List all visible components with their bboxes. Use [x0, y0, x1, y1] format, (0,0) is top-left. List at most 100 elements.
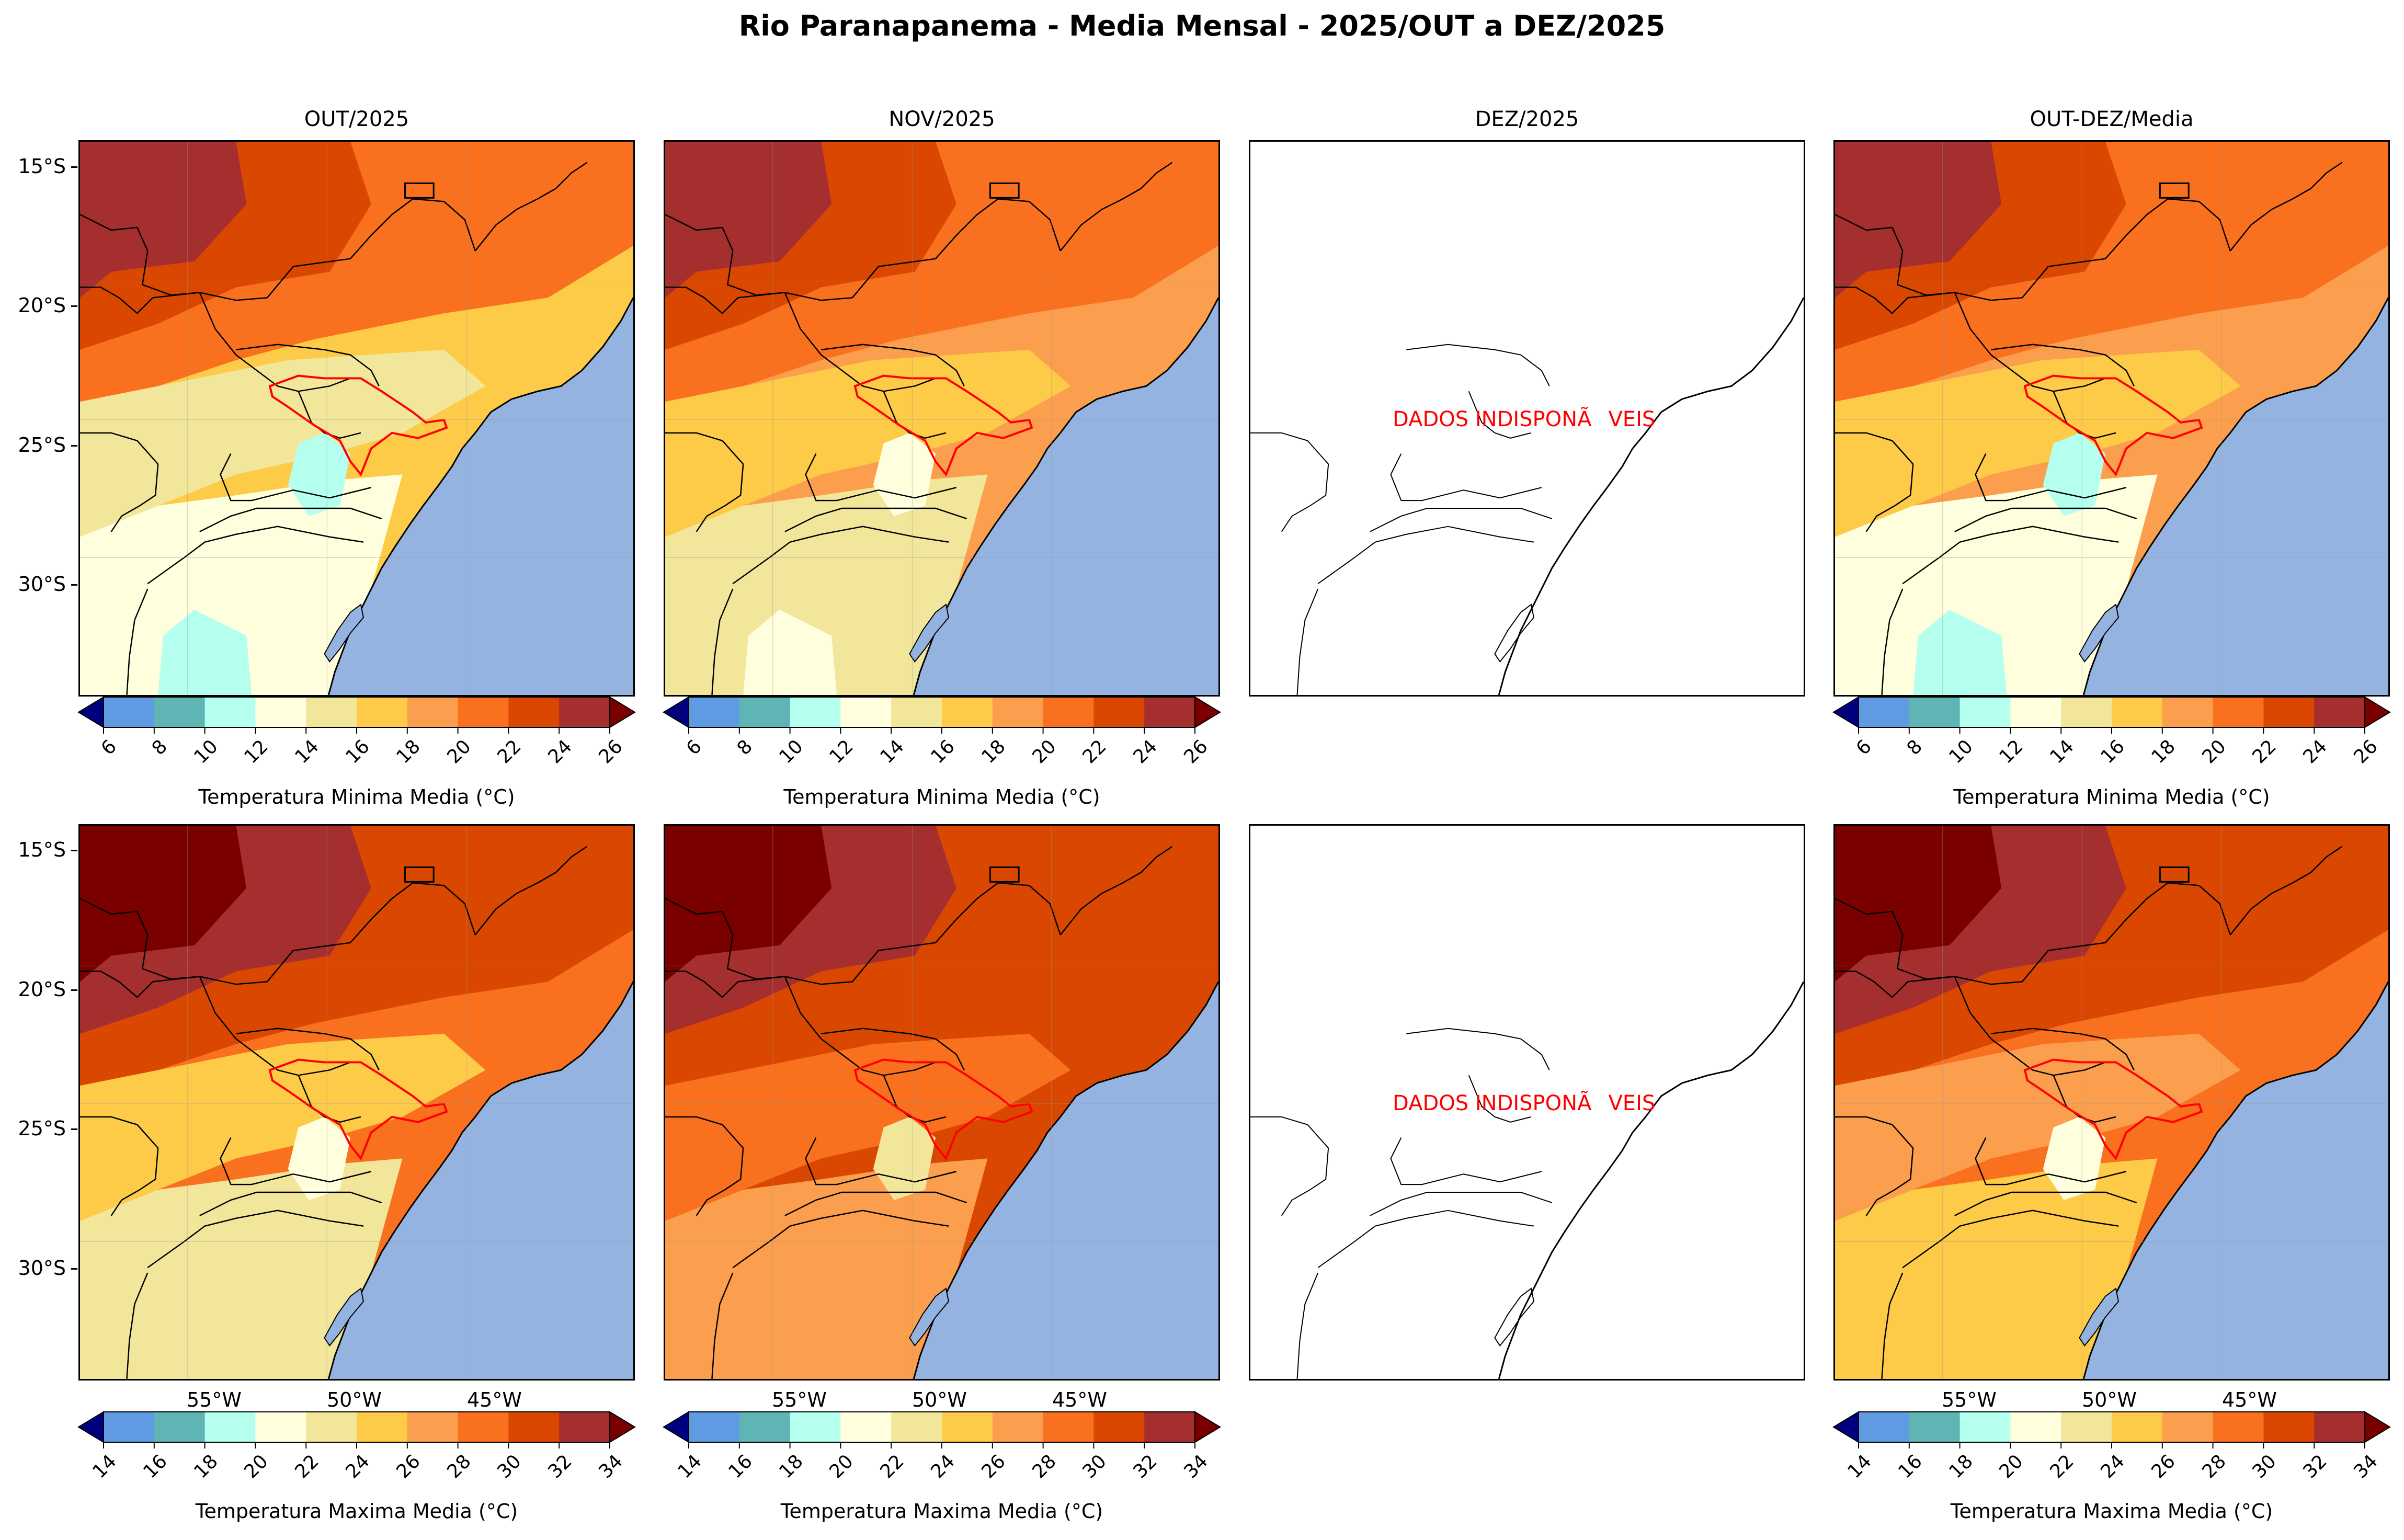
tmin-nov-lagoa-dos-patos: [909, 603, 949, 663]
colorbar-tmax-nov-tick-label: 24: [927, 1451, 959, 1483]
tmin-dez-border-4: [1370, 508, 1553, 532]
colorbar-tmin-nov-tick-label: 24: [1129, 736, 1161, 768]
lat-label-bottom-30s: 30°S: [3, 1257, 77, 1280]
colorbar-tmin-nov-bin-5: [942, 697, 993, 727]
tmin-out-paranapanema-basin: [268, 374, 448, 477]
tmin-dez-border-1: [1406, 344, 1550, 386]
colorbar-tmax-out-tick-label: 18: [190, 1451, 222, 1483]
colorbar-tmin-nov-bin-0: [689, 697, 740, 727]
tmin-nov-state-border-2: [1059, 162, 1173, 252]
tmin-dez-border-0: [1250, 432, 1329, 532]
map-tmin-out: [78, 140, 635, 697]
tmin-out-temp-zone-6: [158, 609, 252, 695]
tmin-out-state-border-10: [126, 588, 149, 695]
map-tmax-nov: [664, 824, 1220, 1381]
colorbar-label-tmax-nov: Temperatura Maxima Media (°C): [780, 1500, 1103, 1523]
tmax-mean-state-border-10: [1881, 1272, 1904, 1379]
colorbar-tmax-out-tick-label: 30: [493, 1451, 526, 1483]
tmax-nov-temp-zone-3: [665, 826, 832, 982]
tmax-dez-border-6: [1296, 1272, 1319, 1379]
tmax-nov-state-border-7: [805, 1137, 957, 1185]
tmin-nov-state-border-7: [805, 453, 957, 501]
colorbar-tmin-mean-bin-7: [2213, 697, 2264, 727]
map-tmax-out-svg: [80, 826, 633, 1379]
colorbar-tmax-mean-bin-0: [1859, 1412, 1910, 1442]
tmax-mean-state-border-1: [1835, 882, 2231, 998]
tmax-mean-state-border-3: [1954, 976, 2106, 1076]
tmin-mean-state-border-10: [1881, 588, 1904, 695]
tmin-out-ocean: [328, 298, 633, 695]
colorbar-tmin-nov-tick-label: 18: [977, 736, 1010, 768]
colorbar-tmin-out-bin-7: [458, 697, 509, 727]
colorbar-label-tmin-nov: Temperatura Minima Media (°C): [783, 785, 1100, 808]
tmax-dez-border-4: [1370, 1192, 1553, 1216]
colorbar-tmax-out-tick-label: 34: [595, 1451, 627, 1483]
tmax-mean-temp-zone-3: [1835, 826, 2002, 982]
colorbar-tmax-mean-tick-label: 26: [2147, 1451, 2180, 1483]
colorbar-tmin-out-tick-label: 20: [443, 736, 475, 768]
tmax-dez-coastline: [1498, 981, 1804, 1379]
tmax-nov-state-border-6: [883, 1075, 947, 1123]
colorbar-tmin-nov: 6 8 10 12 14 16 18 20 22 24 26: [663, 696, 1221, 768]
tmin-nov-temp-zone-6: [743, 609, 837, 695]
colorbar-tmax-nov-tick-label: 34: [1180, 1451, 1212, 1483]
tmin-nov-state-border-4: [665, 432, 744, 532]
colorbar-tmin-out-tick-label: 26: [595, 736, 627, 768]
tmax-mean-paranapanema-basin: [2023, 1058, 2203, 1161]
tmin-mean-temp-zone-6: [1913, 609, 2007, 695]
colorbar-tmax-nov: 14 16 18 20 22 24 26 28 30 32 34: [663, 1411, 1221, 1482]
colorbar-tmin-nov-tick-label: 6: [682, 736, 706, 760]
colorbar-tmax-nov-tick-label: 28: [1028, 1451, 1061, 1483]
colorbar-tmax-out-bin-0: [104, 1412, 155, 1442]
tmin-mean-state-border-1: [1835, 198, 2231, 314]
lon-label-mean-50w: 50°W: [2082, 1388, 2137, 1411]
tmax-out-state-border-5: [236, 1028, 380, 1070]
colorbar-tmax-nov-tick-label: 32: [1129, 1451, 1161, 1483]
colorbar-tmax-nov-bin-8: [1093, 1412, 1145, 1442]
colorbar-tmax-out-tick-label: 26: [392, 1451, 425, 1483]
colorbar-tmax-out-extend-min: [77, 1411, 104, 1443]
colorbar-tmin-nov-tick-label: 16: [927, 736, 959, 768]
tmin-out-state-border-6: [298, 391, 361, 439]
colorbar-tmin-nov-tick-label: 8: [733, 736, 757, 760]
colorbar-tmax-out-tick-label: 32: [544, 1451, 576, 1483]
colorbar-tmin-out-tick-label: 24: [544, 736, 576, 768]
colorbar-tmin-mean: 6 8 10 12 14 16 18 20 22 24 26: [1832, 696, 2391, 768]
colorbar-tmin-nov-tick-label: 26: [1180, 736, 1212, 768]
tmin-out-temp-zone-3: [80, 142, 247, 298]
tmax-out-lagoa-dos-patos: [324, 1287, 364, 1347]
tmin-out-federal-district: [404, 182, 435, 199]
tmax-dez-border-3: [1390, 1137, 1542, 1185]
colorbar-tmax-nov-svg: [663, 1411, 1221, 1448]
lon-label-out-55w: 55°W: [187, 1388, 242, 1411]
colorbar-tmin-nov-bin-6: [992, 697, 1044, 727]
nodata-text-top: DADOS INDISPONÃVEIS: [1393, 407, 1656, 431]
tmin-dez-border-2: [1468, 391, 1532, 439]
colorbar-tmin-mean-bin-5: [2112, 697, 2163, 727]
colorbar-tmin-nov-tick-label: 10: [775, 736, 807, 768]
colorbar-tmax-mean-bin-4: [2061, 1412, 2112, 1442]
colorbar-tmax-nov-tick-label: 16: [724, 1451, 757, 1483]
tmax-out-temp-zone-3: [80, 826, 247, 982]
colorbar-tmax-nov-tick-label: 14: [674, 1451, 706, 1483]
colorbar-tmax-mean-svg: [1832, 1411, 2391, 1448]
colorbar-tmax-nov-bin-6: [992, 1412, 1044, 1442]
lat-label-top-15s: 15°S: [3, 155, 77, 178]
colorbar-tmin-mean-tick-label: 22: [2248, 736, 2281, 768]
tmax-dez-border-2: [1468, 1075, 1532, 1123]
tmax-nov-temp-zone-4: [665, 1033, 1071, 1221]
colorbar-tmin-out-bin-1: [154, 697, 206, 727]
lat-label-top-20s: 20°S: [3, 294, 77, 317]
tmin-mean-state-border-6: [2053, 391, 2116, 439]
colorbar-tmax-mean-tick-label: 16: [1894, 1451, 1927, 1483]
colorbar-tmax-mean-bin-1: [1909, 1412, 1961, 1442]
tmin-mean-state-border-5: [1991, 344, 2135, 386]
colorbar-tmax-nov-tick-label: 30: [1078, 1451, 1111, 1483]
colorbar-tmin-nov-tick-label: 14: [876, 736, 908, 768]
colorbar-tmax-out-bin-3: [255, 1412, 306, 1442]
lat-label-bottom-20s: 20°S: [3, 978, 77, 1001]
tmax-out-state-border-8: [199, 1191, 382, 1216]
tmin-nov-ocean: [914, 298, 1218, 695]
tmax-dez-border-0: [1250, 1116, 1329, 1216]
colorbar-tmax-out: 14 16 18 20 22 24 26 28 30 32 34: [77, 1411, 636, 1482]
